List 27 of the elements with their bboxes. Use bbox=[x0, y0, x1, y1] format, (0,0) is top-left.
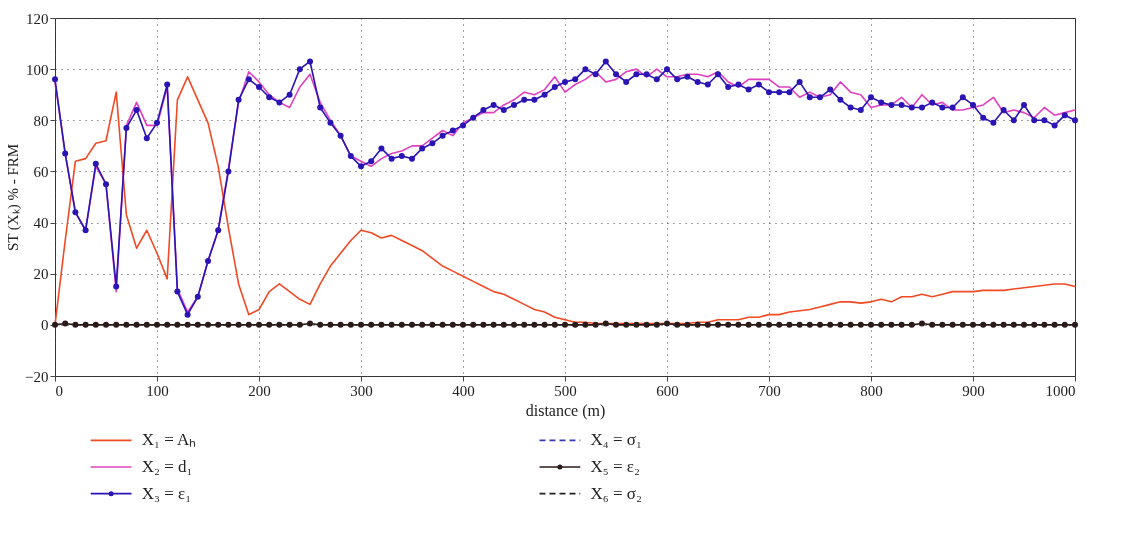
x-axis-title: distance (m) bbox=[525, 401, 606, 420]
y-tick-label: 0 bbox=[41, 317, 49, 334]
y-tick-label: 20 bbox=[33, 266, 49, 283]
y-tick-label: −20 bbox=[25, 368, 49, 385]
legend-label: X₅ = ε₂ bbox=[590, 457, 640, 476]
x-tick-label: 800 bbox=[860, 382, 883, 399]
x-tick-label: 100 bbox=[146, 382, 169, 399]
x-tick-label: 0 bbox=[55, 382, 63, 399]
x-tick-label: 1000 bbox=[1045, 382, 1076, 399]
x-tick-label: 900 bbox=[962, 382, 985, 399]
x-tick-label: 700 bbox=[758, 382, 781, 399]
legend-label: X₂ = d₁ bbox=[141, 457, 193, 476]
y-tick-label: 100 bbox=[26, 61, 49, 78]
y-tick-label: 60 bbox=[33, 163, 49, 180]
x-tick-label: 400 bbox=[452, 382, 475, 399]
x-tick-label: 200 bbox=[248, 382, 271, 399]
legend-label: X₆ = σ₂ bbox=[590, 483, 642, 503]
legend-label: X₃ = ε₁ bbox=[141, 483, 192, 503]
legend-label: X₁ = Aₕ bbox=[141, 430, 197, 450]
y-tick-label: 40 bbox=[33, 215, 49, 232]
x-tick-label: 300 bbox=[350, 382, 373, 399]
y-axis-title: ST (Xₖ) % - FRM bbox=[5, 143, 23, 252]
legend-label: X₄ = σ₁ bbox=[590, 430, 642, 450]
x-tick-label: 500 bbox=[554, 382, 577, 399]
x-tick-label: 600 bbox=[656, 382, 679, 399]
y-tick-label: 80 bbox=[33, 112, 49, 129]
y-tick-label: 120 bbox=[26, 10, 49, 27]
